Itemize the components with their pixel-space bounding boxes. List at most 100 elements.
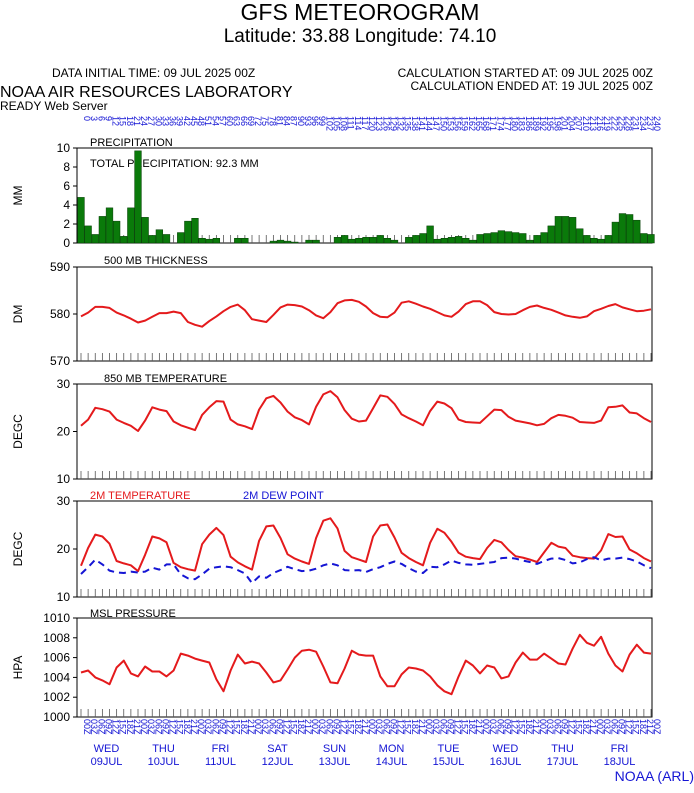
precipitation-bar [234, 238, 242, 244]
precipitation-bar [526, 239, 534, 244]
y-tick-label: 20 [57, 542, 71, 556]
precipitation-bar [162, 234, 171, 244]
top-hour-label: 39 [175, 116, 185, 126]
top-hour-label: 201 [559, 116, 569, 131]
credit-label: NOAA (ARL) [615, 768, 694, 784]
top-hour-label: 30 [153, 116, 163, 126]
chart-panel: 570 580 590 DM 500 MB THICKNESS [11, 255, 653, 368]
bottom-hour-label: 21Z [303, 719, 313, 735]
precipitation-bar [640, 233, 648, 244]
bottom-hour-label: 15Z [289, 719, 299, 735]
precipitation-bar [618, 213, 627, 244]
bottom-hour-label: 00Z [538, 719, 548, 735]
top-hour-label: 90 [296, 116, 306, 126]
top-hour-label: 159 [460, 116, 470, 131]
precipitation-bar [447, 237, 456, 244]
bottom-hour-label: 03Z [374, 719, 384, 735]
bottom-hour-label: 15Z [574, 719, 584, 735]
top-hour-label: 180 [510, 116, 520, 131]
precipitation-bar [355, 238, 363, 244]
precipitation-bar [590, 238, 598, 244]
day-date-label: 16JUL [490, 756, 522, 768]
top-hour-label: 222 [609, 116, 619, 131]
page-title: GFS METEOROGRAM [241, 0, 480, 25]
top-hour-label: 225 [616, 116, 626, 131]
day-axis: WED09JULTHU10JULFRI11JULSAT12JULSUN13JUL… [91, 743, 636, 768]
precipitation-bar [333, 237, 342, 244]
top-hour-label: 219 [602, 116, 612, 131]
precipitation-bar [155, 229, 164, 244]
bottom-hour-label: 09Z [445, 719, 455, 735]
top-hour-label: 102 [324, 116, 334, 131]
bottom-hour-label: 03Z [146, 719, 156, 735]
series-line [80, 517, 652, 573]
y-tick-label: 30 [57, 377, 71, 391]
precipitation-bar [405, 237, 413, 244]
day-date-label: 18JUL [604, 756, 636, 768]
day-date-label: 13JUL [319, 756, 351, 768]
top-hour-label: 204 [567, 116, 577, 131]
bottom-hour-label: 18Z [467, 719, 477, 735]
bottom-hour-label: 06Z [153, 719, 163, 735]
y-tick-label: 20 [57, 425, 71, 439]
precipitation-bar [112, 220, 121, 244]
lab-name: NOAA AIR RESOURCES LABORATORY [0, 84, 293, 101]
precipitation-bar [348, 238, 356, 244]
top-hour-label: 27 [146, 116, 156, 126]
y-tick-label: 2 [63, 217, 70, 231]
top-hour-label: 33 [160, 116, 170, 126]
bottom-hour-label: 06Z [267, 719, 277, 735]
precipitation-bar [504, 231, 513, 244]
precipitation-bar [283, 240, 292, 244]
precipitation-bar [198, 238, 206, 244]
y-tick-label: 8 [63, 160, 70, 174]
top-hour-label: 207 [574, 116, 584, 131]
bottom-hour-label: 00Z [595, 719, 605, 735]
precipitation-bar [77, 197, 85, 244]
top-hour-label: 114 [353, 116, 363, 130]
y-axis-label: MM [11, 186, 25, 206]
bottom-hour-label: 18Z [353, 719, 363, 735]
y-tick-label: 10 [57, 472, 71, 486]
bottom-hour-label: 12Z [225, 719, 235, 735]
panel-frame [76, 383, 653, 480]
bottom-hour-label: 21Z [360, 719, 370, 735]
top-hour-label: 72 [253, 116, 263, 126]
day-of-week-label: MON [379, 743, 405, 755]
top-hour-label: 213 [588, 116, 598, 131]
y-tick-label: 1000 [43, 710, 70, 724]
precipitation-bar [533, 235, 541, 244]
bottom-hour-label: 06Z [96, 719, 106, 735]
precipitation-bar [483, 233, 491, 244]
precipitation-bar [376, 235, 384, 244]
top-hour-label: 195 [545, 116, 555, 131]
top-hour-label: 96 [310, 116, 320, 126]
precipitation-bar [647, 234, 655, 244]
bottom-hour-label: 15Z [403, 719, 413, 735]
top-hour-label: 45 [189, 116, 199, 126]
precipitation-bar [212, 238, 221, 244]
bottom-hour-label: 21Z [132, 719, 142, 735]
bottom-hour-label: 18Z [296, 719, 306, 735]
bottom-hour-label: 21Z [588, 719, 598, 735]
top-hour-label: 75 [260, 116, 270, 126]
top-hour-label: 93 [303, 116, 313, 126]
top-hour-label: 54 [210, 116, 220, 126]
bottom-hour-label: 09Z [502, 719, 512, 735]
top-hour-axis: 0369121518212427303336394245485154576063… [82, 116, 662, 131]
panel-title: MSL PRESSURE [90, 608, 176, 620]
bottom-hour-label: 06Z [381, 719, 391, 735]
calculation-started: CALCULATION STARTED AT: 09 JUL 2025 00Z [398, 66, 653, 80]
bottom-hour-axis: 00Z03Z06Z09Z12Z15Z18Z21Z00Z03Z06Z09Z12Z1… [82, 719, 662, 735]
top-hour-label: 84 [282, 116, 292, 126]
bottom-hour-label: 09Z [160, 719, 170, 735]
day-date-label: 15JUL [433, 756, 465, 768]
precipitation-bar [362, 237, 370, 244]
chart-panel: 10 20 30 DEGC 2M TEMPERATURE 2M DEW POINT [11, 490, 653, 604]
bottom-hour-label: 03Z [488, 719, 498, 735]
top-hour-label: 24 [139, 116, 149, 126]
top-hour-label: 117 [360, 116, 370, 130]
bottom-hour-label: 12Z [624, 719, 634, 735]
top-hour-label: 42 [182, 116, 192, 126]
precipitation-bar [440, 238, 449, 244]
